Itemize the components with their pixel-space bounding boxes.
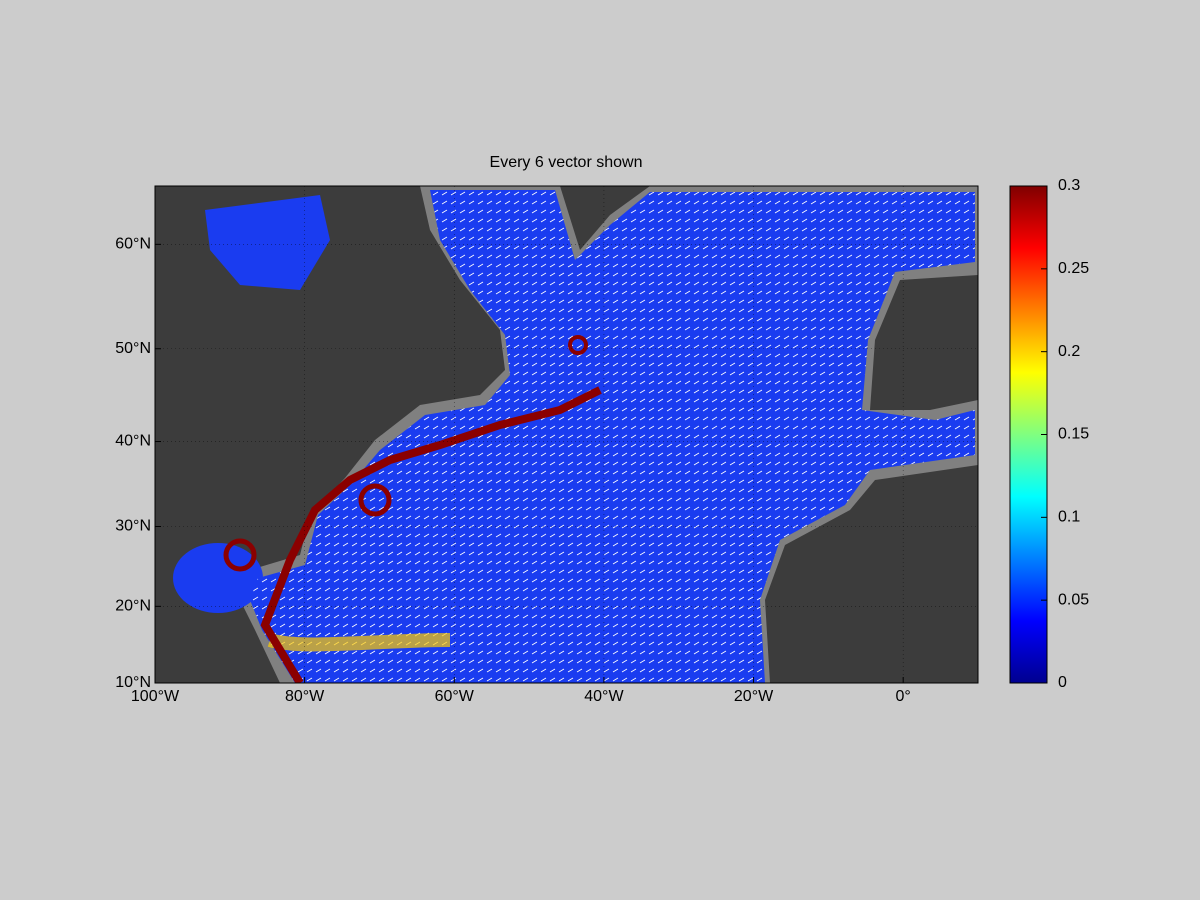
colorbar-tick-label: 0.15 xyxy=(1058,426,1089,443)
colorbar-tick-label: 0.25 xyxy=(1058,260,1089,277)
y-tick-label: 20°N xyxy=(115,598,151,615)
colorbar-tick-label: 0.1 xyxy=(1058,509,1080,526)
eddy xyxy=(223,538,257,572)
map-area xyxy=(155,186,978,683)
colorbar-tick-label: 0 xyxy=(1058,674,1067,691)
y-tick-label: 30°N xyxy=(115,518,151,535)
grid xyxy=(155,186,978,683)
colorbar-tick-label: 0.2 xyxy=(1058,343,1080,360)
x-tick-label: 80°W xyxy=(285,688,325,705)
colorbar xyxy=(1009,185,1048,684)
gulf-of-mexico xyxy=(173,543,263,613)
y-tick-label: 40°N xyxy=(115,433,151,450)
x-tick-label: 0° xyxy=(896,688,911,705)
colorbar-tick-label: 0.05 xyxy=(1058,591,1089,608)
ticks: 100°W 80°W 60°W 40°W 20°W 0° 10°N 20°N 30°N 40°N 5… xyxy=(115,177,1089,705)
x-tick-label: 100°W xyxy=(131,688,180,705)
x-tick-label: 60°W xyxy=(435,688,475,705)
y-tick-label: 50°N xyxy=(115,340,151,357)
colorbar-tick-label: 0.3 xyxy=(1058,177,1080,194)
eddy xyxy=(568,335,588,355)
x-tick-label: 20°W xyxy=(734,688,774,705)
hudson-bay xyxy=(205,195,330,290)
map-title: Every 6 vector shown xyxy=(490,154,643,171)
y-tick-label: 60°N xyxy=(115,236,151,253)
axes-frame xyxy=(154,185,979,684)
caribbean-current xyxy=(267,633,451,652)
gulf-stream xyxy=(260,386,602,683)
y-tick-label: 10°N xyxy=(115,674,151,691)
eddy xyxy=(358,483,392,517)
vectors xyxy=(250,190,975,683)
x-tick-label: 40°W xyxy=(584,688,624,705)
